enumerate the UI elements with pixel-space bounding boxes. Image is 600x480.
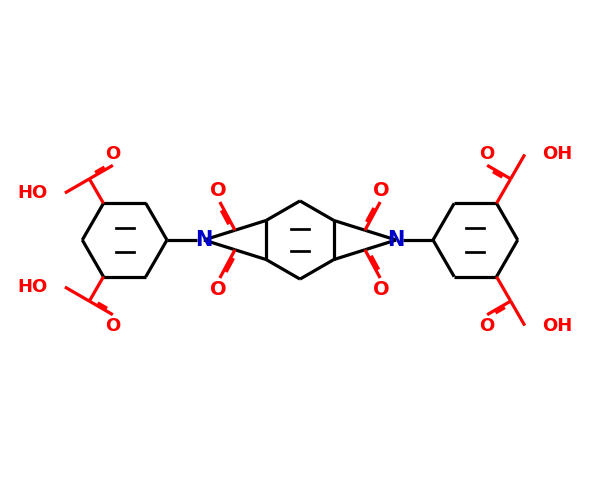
Text: OH: OH: [542, 317, 572, 335]
Text: O: O: [479, 145, 495, 164]
Text: O: O: [211, 180, 227, 200]
Text: HO: HO: [17, 184, 47, 202]
Text: O: O: [373, 180, 389, 200]
Text: O: O: [105, 145, 121, 164]
Text: O: O: [105, 316, 121, 335]
Text: O: O: [211, 280, 227, 300]
Text: O: O: [373, 280, 389, 300]
Text: HO: HO: [17, 278, 47, 296]
Text: N: N: [195, 230, 212, 250]
Text: O: O: [479, 316, 495, 335]
Text: N: N: [388, 230, 405, 250]
Text: OH: OH: [542, 145, 572, 163]
